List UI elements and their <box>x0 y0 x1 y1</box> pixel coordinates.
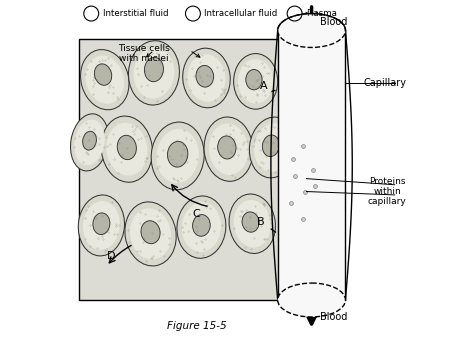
Ellipse shape <box>218 136 236 159</box>
Text: B: B <box>257 217 264 227</box>
Text: C: C <box>192 208 200 219</box>
Ellipse shape <box>145 57 164 82</box>
Ellipse shape <box>81 49 129 110</box>
Ellipse shape <box>94 64 112 85</box>
Ellipse shape <box>156 129 199 183</box>
Ellipse shape <box>278 283 346 317</box>
Ellipse shape <box>141 221 160 244</box>
Ellipse shape <box>101 116 153 182</box>
Ellipse shape <box>71 114 109 171</box>
Ellipse shape <box>234 200 271 247</box>
Ellipse shape <box>151 122 204 190</box>
Ellipse shape <box>246 69 262 90</box>
Ellipse shape <box>85 56 124 104</box>
Ellipse shape <box>130 208 171 260</box>
Ellipse shape <box>238 59 273 104</box>
Ellipse shape <box>278 14 346 47</box>
Ellipse shape <box>83 201 120 250</box>
Ellipse shape <box>128 41 180 105</box>
Ellipse shape <box>242 212 259 232</box>
Ellipse shape <box>234 54 278 109</box>
Ellipse shape <box>182 48 230 108</box>
Bar <box>79 39 303 300</box>
Ellipse shape <box>177 196 226 258</box>
Ellipse shape <box>82 131 96 150</box>
Ellipse shape <box>263 135 280 157</box>
Ellipse shape <box>106 123 147 176</box>
Ellipse shape <box>93 213 110 235</box>
Text: Blood: Blood <box>320 17 347 27</box>
Ellipse shape <box>134 47 174 99</box>
Text: A: A <box>260 81 268 92</box>
Ellipse shape <box>254 123 291 172</box>
Text: Proteins
within
capillary: Proteins within capillary <box>368 177 407 206</box>
Ellipse shape <box>192 215 210 236</box>
Text: Capillary: Capillary <box>364 78 407 88</box>
Ellipse shape <box>182 202 221 252</box>
Ellipse shape <box>196 65 214 87</box>
Ellipse shape <box>117 135 137 160</box>
Text: Figure 15-5: Figure 15-5 <box>166 321 226 331</box>
Bar <box>278 31 346 300</box>
Ellipse shape <box>78 195 125 256</box>
Ellipse shape <box>167 141 188 167</box>
Text: Blood: Blood <box>320 312 347 322</box>
Ellipse shape <box>187 54 226 102</box>
Text: Plasma: Plasma <box>306 9 337 18</box>
Ellipse shape <box>229 194 275 254</box>
Text: Intracellular fluid: Intracellular fluid <box>204 9 278 18</box>
Text: Tissue cells
with nuclei: Tissue cells with nuclei <box>118 44 170 63</box>
Ellipse shape <box>204 117 253 181</box>
Ellipse shape <box>209 123 248 175</box>
Ellipse shape <box>125 202 176 266</box>
Text: Interstitial fluid: Interstitial fluid <box>103 9 168 18</box>
Ellipse shape <box>249 117 296 178</box>
Text: D: D <box>107 251 116 261</box>
Ellipse shape <box>74 120 105 165</box>
